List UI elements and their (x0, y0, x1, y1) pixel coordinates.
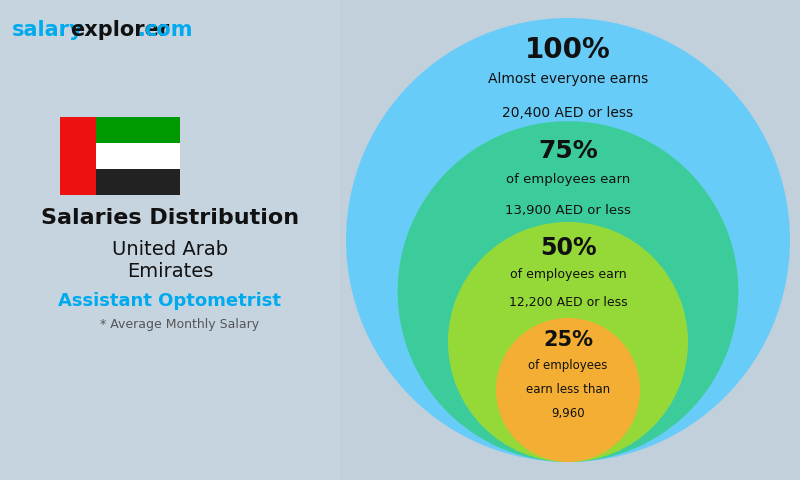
Text: com: com (144, 20, 193, 40)
Text: of employees: of employees (528, 359, 608, 372)
Text: 100%: 100% (525, 36, 611, 64)
Circle shape (496, 318, 640, 462)
Text: explorer: explorer (70, 20, 170, 40)
Text: 75%: 75% (538, 139, 598, 163)
Text: United Arab: United Arab (112, 240, 228, 259)
Text: 20,400 AED or less: 20,400 AED or less (502, 106, 634, 120)
Bar (96, 169, 180, 195)
Text: of employees earn: of employees earn (510, 268, 626, 281)
Text: 12,200 AED or less: 12,200 AED or less (509, 296, 627, 310)
Text: * Average Monthly Salary: * Average Monthly Salary (100, 318, 259, 331)
Circle shape (398, 121, 738, 462)
Text: Assistant Optometrist: Assistant Optometrist (58, 292, 282, 310)
Text: 50%: 50% (540, 237, 596, 260)
Circle shape (448, 222, 688, 462)
Text: of employees earn: of employees earn (506, 173, 630, 186)
Text: salary: salary (12, 20, 84, 40)
Bar (96, 117, 180, 143)
Bar (60, 117, 96, 195)
Text: Emirates: Emirates (127, 262, 213, 281)
Circle shape (346, 18, 790, 462)
Bar (96, 143, 180, 169)
Text: Almost everyone earns: Almost everyone earns (488, 72, 648, 86)
Text: 9,960: 9,960 (551, 407, 585, 420)
Text: 13,900 AED or less: 13,900 AED or less (505, 204, 631, 217)
Bar (0, 0, 340, 480)
Text: 25%: 25% (543, 330, 593, 350)
Text: Salaries Distribution: Salaries Distribution (41, 208, 299, 228)
Text: earn less than: earn less than (526, 383, 610, 396)
Text: .: . (138, 20, 146, 40)
